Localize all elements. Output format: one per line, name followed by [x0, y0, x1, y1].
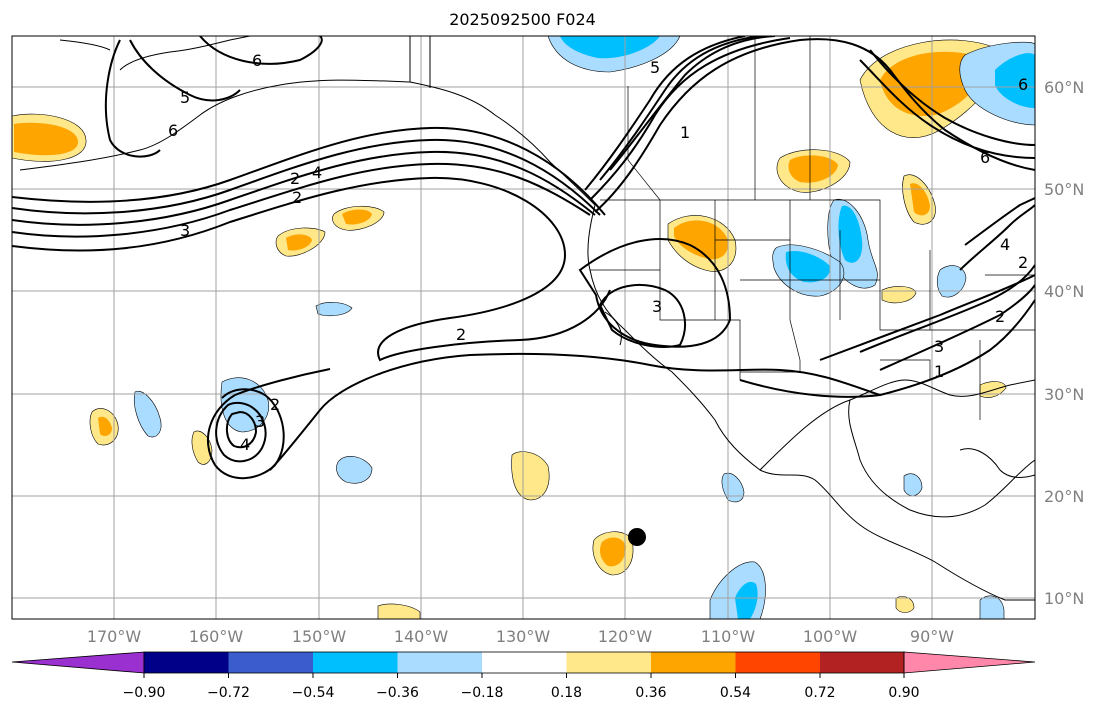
contour-label: 5: [650, 58, 660, 77]
colorbar-label: 0.36: [635, 685, 666, 701]
colorbar-segment: [566, 652, 651, 673]
colorbar-min-extend: [11, 651, 145, 674]
colorbar-labels: −0.90 −0.72 −0.54 −0.36 −0.18 0.18 0.36 …: [123, 685, 920, 701]
colorbar-segment: [651, 652, 736, 673]
lon-label: 90°W: [910, 627, 954, 646]
colorbar-label: −0.72: [207, 685, 250, 701]
colorbar-segment: [820, 652, 904, 673]
coastlines: [19, 36, 1035, 601]
lon-label: 150°W: [292, 627, 347, 646]
colorbar-label: 0.90: [888, 685, 919, 701]
lat-label: 60°N: [1044, 78, 1084, 97]
contour-label: 1: [680, 123, 690, 142]
contour-label: 5: [180, 88, 190, 107]
colorbar-ticks: [143, 673, 905, 678]
contour-label: 2: [995, 307, 1005, 326]
contour-label: 2: [270, 395, 280, 414]
lat-label: 10°N: [1044, 589, 1084, 608]
contour-label: 4: [312, 163, 322, 182]
colorbar-segment: [735, 652, 820, 673]
contour-label: 4: [240, 435, 250, 454]
longitude-labels: 170°W 160°W 150°W 140°W 130°W 120°W 110°…: [87, 627, 954, 646]
colorbar-label: 0.18: [551, 685, 582, 701]
graticule: [12, 36, 1035, 619]
storm-center-dot: [628, 528, 646, 546]
map-frame: [11, 35, 1036, 620]
latitude-labels: 60°N 50°N 40°N 30°N 20°N 10°N: [1044, 78, 1084, 608]
lon-label: 120°W: [598, 627, 653, 646]
state-borders: [590, 36, 1035, 420]
lon-label: 140°W: [394, 627, 449, 646]
colorbar-max-extend: [903, 651, 1036, 674]
lat-label: 50°N: [1044, 180, 1084, 199]
lat-label: 40°N: [1044, 282, 1084, 301]
colorbar-label: 0.54: [720, 685, 751, 701]
contour-label: 2: [290, 169, 300, 188]
contour-label: 6: [252, 51, 262, 70]
lon-label: 170°W: [87, 627, 142, 646]
contour-label: 4: [1000, 235, 1010, 254]
colorbar-segment: [397, 652, 482, 673]
colorbar-segment: [228, 652, 313, 673]
colorbar-label: −0.54: [292, 685, 335, 701]
contour-label-group: 6 6 6 5 5 2 4 3 2 2 3 2 3 4 1 6 2 3 1 2 …: [168, 51, 1028, 454]
contour-label: 6: [1018, 75, 1028, 94]
colorbar-segment: [144, 652, 229, 673]
map-title: 2025092500 F024: [449, 10, 596, 29]
height-contours: [12, 36, 1035, 480]
colorbar-label: −0.36: [376, 685, 419, 701]
lat-label: 20°N: [1044, 487, 1084, 506]
colorbar-label: −0.90: [123, 685, 166, 701]
colorbar-label: −0.18: [461, 685, 504, 701]
lon-label: 110°W: [701, 627, 756, 646]
lon-label: 160°W: [189, 627, 244, 646]
colorbar-segment: [313, 652, 398, 673]
lon-label: 130°W: [496, 627, 551, 646]
colorbar-segment: [482, 652, 567, 673]
negative-anomaly-shading: [133, 36, 1035, 619]
lat-label: 30°N: [1044, 385, 1084, 404]
contour-label: 3: [934, 337, 944, 356]
colorbar: −0.90 −0.72 −0.54 −0.36 −0.18 0.18 0.36 …: [11, 651, 1036, 701]
contour-label: 1: [934, 362, 944, 381]
contour-label: 3: [180, 221, 190, 240]
contour-label: 2: [456, 325, 466, 344]
colorbar-label: 0.72: [804, 685, 835, 701]
contour-label: 2: [1018, 253, 1028, 272]
contour-label: 3: [255, 412, 265, 431]
contour-label: 3: [652, 297, 662, 316]
lon-label: 100°W: [803, 627, 858, 646]
contour-label: 6: [980, 148, 990, 167]
contour-label: 2: [292, 188, 302, 207]
contour-label: 6: [168, 121, 178, 140]
